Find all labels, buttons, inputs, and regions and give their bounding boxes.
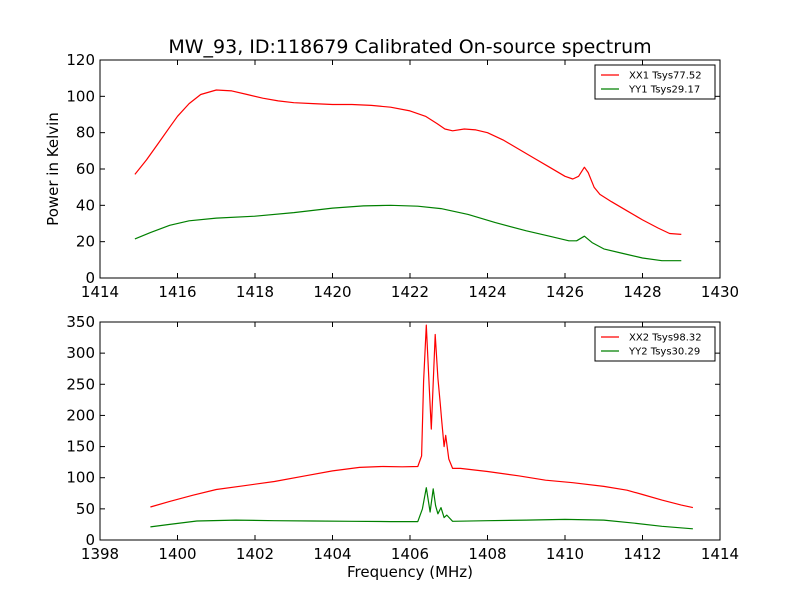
x-tick-label: 1406 bbox=[391, 545, 429, 563]
y-tick-label: 100 bbox=[66, 87, 95, 105]
legend-label: XX1 Tsys77.52 bbox=[629, 71, 702, 82]
legend-box bbox=[594, 326, 716, 362]
legend-box bbox=[594, 64, 716, 100]
y-tick-label: 0 bbox=[85, 269, 95, 287]
x-tick-label: 1430 bbox=[701, 283, 739, 301]
y-axis-label: Power in Kelvin bbox=[44, 112, 62, 226]
legend-label: XX2 Tsys98.32 bbox=[629, 333, 702, 344]
y-tick-label: 80 bbox=[76, 124, 95, 142]
y-tick-label: 350 bbox=[66, 313, 95, 331]
y-tick-label: 0 bbox=[85, 531, 95, 549]
top-panel: 1414 1416 1418 1420 1422 1424 1426 1428 1430 0 20 4… bbox=[44, 51, 739, 301]
legend: XX1 Tsys77.52 YY1 Tsys29.17 bbox=[594, 64, 716, 100]
y-tick-label: 200 bbox=[66, 406, 95, 424]
x-tick-label: 1414 bbox=[701, 545, 739, 563]
y-tick-label: 120 bbox=[66, 51, 95, 69]
y-tick-label: 50 bbox=[76, 500, 95, 518]
x-tick-label: 1400 bbox=[158, 545, 196, 563]
x-tick-label: 1418 bbox=[236, 283, 274, 301]
x-tick-label: 1412 bbox=[623, 545, 661, 563]
legend: XX2 Tsys98.32 YY2 Tsys30.29 bbox=[594, 326, 716, 362]
x-tick-label: 1414 bbox=[81, 283, 119, 301]
y-tick-label: 250 bbox=[66, 375, 95, 393]
x-tick-label: 1410 bbox=[546, 545, 584, 563]
x-tick-label: 1416 bbox=[158, 283, 196, 301]
y-tick-label: 100 bbox=[66, 469, 95, 487]
bottom-panel: 1398 1400 1402 1404 1406 1408 1410 1412 1414 0 50 1… bbox=[66, 313, 739, 581]
x-tick-label: 1404 bbox=[313, 545, 351, 563]
series-line-1 bbox=[134, 89, 682, 235]
legend-label: YY1 Tsys29.17 bbox=[628, 85, 700, 96]
y-tick-label: 150 bbox=[66, 438, 95, 456]
y-tick-label: 60 bbox=[76, 160, 95, 178]
series-line-1 bbox=[150, 324, 694, 509]
x-tick-label: 1426 bbox=[546, 283, 584, 301]
x-tick-label: 1398 bbox=[81, 545, 119, 563]
figure-title: MW_93, ID:118679 Calibrated On-source sp… bbox=[168, 36, 651, 58]
series-line-2 bbox=[134, 204, 682, 262]
x-tick-label: 1428 bbox=[623, 283, 661, 301]
y-tick-label: 20 bbox=[76, 233, 95, 251]
x-tick-label: 1408 bbox=[468, 545, 506, 563]
y-tick-label: 40 bbox=[76, 196, 95, 214]
series-line-2 bbox=[150, 487, 693, 530]
x-tick-label: 1402 bbox=[236, 545, 274, 563]
x-axis-label: Frequency (MHz) bbox=[347, 563, 473, 581]
y-tick-label: 300 bbox=[66, 344, 95, 362]
x-tick-label: 1424 bbox=[468, 283, 506, 301]
x-tick-label: 1422 bbox=[391, 283, 429, 301]
x-tick-label: 1420 bbox=[313, 283, 351, 301]
legend-label: YY2 Tsys30.29 bbox=[628, 347, 700, 358]
